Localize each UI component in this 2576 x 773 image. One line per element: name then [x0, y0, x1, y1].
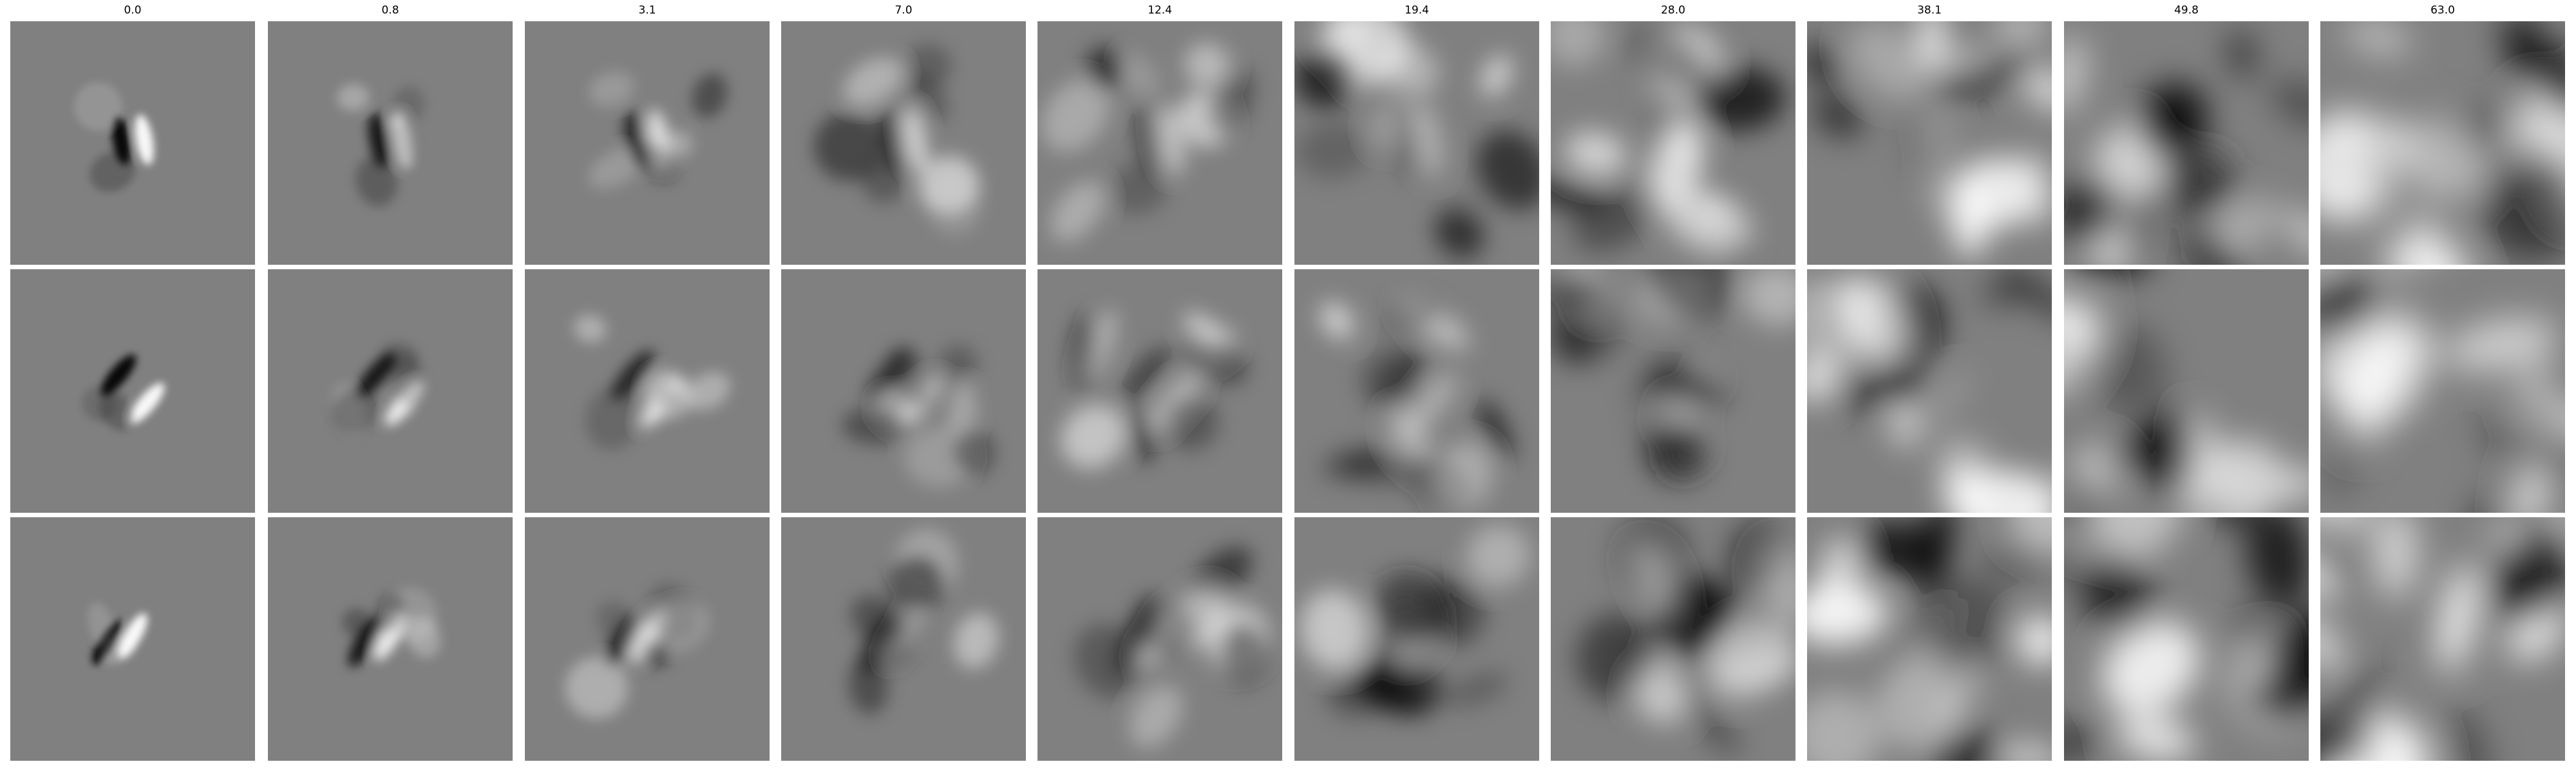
filter-image [1037, 517, 1282, 761]
filter-image [1807, 21, 2052, 265]
filter-panel [10, 269, 255, 513]
filter-panel [1551, 21, 1795, 265]
filter-image [268, 517, 513, 761]
filter-panel [1037, 517, 1282, 761]
filter-panel [1294, 21, 1539, 265]
filter-image [10, 269, 255, 513]
filter-panel [1294, 269, 1539, 513]
filter-image [1037, 21, 1282, 265]
column-title: 7.0 [895, 4, 913, 17]
filter-panel [1037, 21, 1282, 265]
filter-image [781, 21, 1026, 265]
filter-panel [10, 517, 255, 761]
filter-image [1807, 269, 2052, 513]
filter-image [525, 269, 770, 513]
filter-image [10, 21, 255, 265]
filter-image [2320, 269, 2565, 513]
filter-image [1551, 517, 1795, 761]
filter-image [2064, 21, 2309, 265]
column-title: 28.0 [1661, 4, 1685, 17]
filter-panel [1294, 517, 1539, 761]
filter-panel [1551, 269, 1795, 513]
filter-image [525, 517, 770, 761]
column-title: 19.4 [1405, 4, 1429, 17]
filter-image [1294, 21, 1539, 265]
filter-panel [2064, 517, 2309, 761]
column-title: 0.0 [124, 4, 142, 17]
filter-panel [1551, 517, 1795, 761]
filter-panel [268, 21, 513, 265]
filter-image [781, 517, 1026, 761]
column-title: 0.8 [381, 4, 399, 17]
filter-panel [2064, 21, 2309, 265]
filter-image [525, 21, 770, 265]
filter-image [268, 21, 513, 265]
filter-panel [1807, 21, 2052, 265]
filter-image [2064, 517, 2309, 761]
filter-panel [10, 21, 255, 265]
filter-panel [525, 517, 770, 761]
filter-panel [2320, 517, 2565, 761]
filter-panel [525, 269, 770, 513]
column-title: 12.4 [1148, 4, 1172, 17]
filter-panel [781, 21, 1026, 265]
filter-image [1551, 269, 1795, 513]
column-title: 49.8 [2174, 4, 2199, 17]
filter-image [2320, 21, 2565, 265]
filter-image [1037, 269, 1282, 513]
filter-image [2320, 517, 2565, 761]
filter-panel [2064, 269, 2309, 513]
filter-panel [268, 517, 513, 761]
column-title: 3.1 [638, 4, 656, 17]
filter-image [1551, 21, 1795, 265]
filter-panel [1037, 269, 1282, 513]
filter-panel [268, 269, 513, 513]
filter-image [2064, 269, 2309, 513]
filter-image [1807, 517, 2052, 761]
filter-panel [2320, 21, 2565, 265]
filter-image [1294, 269, 1539, 513]
filter-image [781, 269, 1026, 513]
filter-panel [1807, 517, 2052, 761]
filter-image [268, 269, 513, 513]
column-title: 38.1 [1917, 4, 1942, 17]
filter-panel [1807, 269, 2052, 513]
filter-panel [781, 517, 1026, 761]
filter-panel [525, 21, 770, 265]
column-title: 63.0 [2430, 4, 2455, 17]
filter-image [10, 517, 255, 761]
filter-panel [781, 269, 1026, 513]
filter-image [1294, 517, 1539, 761]
filter-panel [2320, 269, 2565, 513]
